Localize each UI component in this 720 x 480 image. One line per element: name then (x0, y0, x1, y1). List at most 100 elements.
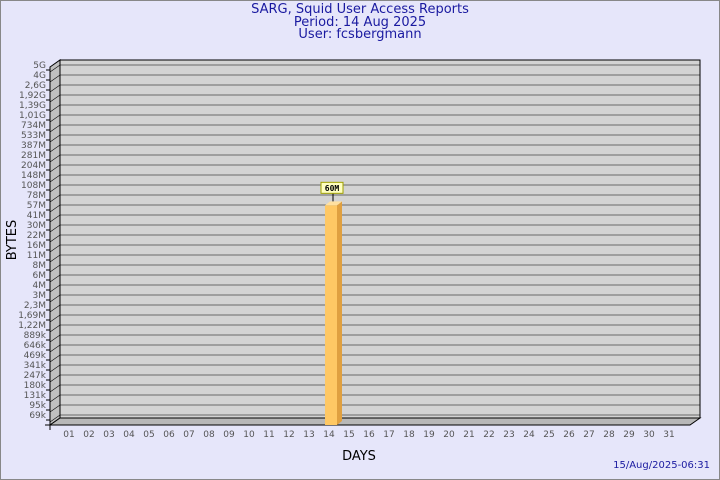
x-tick-label: 07 (183, 430, 194, 440)
x-tick-label: 03 (103, 430, 114, 440)
grid-line (49, 384, 700, 393)
x-tick-label: 11 (263, 430, 274, 440)
grid-line (49, 364, 700, 373)
y-tick-label: 4G (33, 71, 46, 81)
grid-line (49, 404, 700, 413)
y-tick-label: 1,69M (18, 311, 46, 321)
x-tick-label: 28 (603, 430, 615, 440)
grid-line (49, 84, 700, 93)
grid-line (49, 274, 700, 283)
grid-line (49, 134, 700, 143)
y-tick-label: 341k (24, 361, 47, 371)
y-tick-label: 6M (33, 271, 47, 281)
grid-line (49, 114, 700, 123)
x-axis-label: DAYS (342, 449, 376, 464)
grid-line (49, 264, 700, 273)
x-tick-label: 21 (463, 430, 474, 440)
x-tick-label: 01 (63, 430, 74, 440)
x-tick-label: 27 (583, 430, 594, 440)
y-tick-label: 8M (33, 261, 47, 271)
y-tick-label: 69k (29, 411, 46, 421)
x-tick-label: 29 (623, 430, 635, 440)
grid-line (49, 354, 700, 363)
bar-day-14 (325, 205, 337, 425)
y-tick-label: 131k (24, 391, 47, 401)
grid-line (49, 304, 700, 313)
grid-line (49, 334, 700, 343)
y-axis-label: BYTES (5, 220, 20, 261)
grid-line (49, 94, 700, 103)
y-tick-label: 889k (24, 331, 47, 341)
grid-line (49, 74, 700, 83)
x-tick-label: 18 (403, 430, 415, 440)
x-tick-label: 02 (83, 430, 94, 440)
grid-line (49, 394, 700, 403)
grid-line (49, 414, 700, 423)
grid-line (49, 224, 700, 233)
x-tick-label: 04 (123, 430, 135, 440)
plot-back-wall (59, 59, 701, 419)
grid-line (49, 184, 700, 193)
x-tick-label: 15 (343, 430, 354, 440)
y-tick-label: 95k (29, 401, 46, 411)
bar-label-box (320, 181, 344, 194)
y-tick-label: 16M (27, 241, 46, 251)
grid-line (49, 194, 700, 203)
x-tick-label: 16 (363, 430, 375, 440)
grid-line (49, 104, 700, 113)
y-tick-label: 3M (33, 291, 47, 301)
x-tick-label: 08 (203, 430, 215, 440)
grid-line (49, 124, 700, 133)
grid-line (49, 154, 700, 163)
y-tick-label: 2,3M (24, 301, 46, 311)
grid-line (49, 234, 700, 243)
y-tick-label: 1,39G (19, 101, 46, 111)
grid-line (49, 284, 700, 293)
grid-line (49, 244, 700, 253)
x-tick-label: 26 (563, 430, 575, 440)
chart-title: SARG, Squid User Access Reports (251, 2, 469, 17)
y-tick-label: 148M (21, 171, 46, 181)
x-tick-label: 23 (503, 430, 514, 440)
x-tick-label: 10 (243, 430, 255, 440)
chart-period: Period: 14 Aug 2025 (293, 15, 427, 30)
y-tick-label: 387M (21, 141, 46, 151)
y-tick-label: 2,6G (25, 81, 46, 91)
timestamp: 15/Aug/2025-06:31 (613, 460, 710, 471)
y-tick-label: 533M (21, 131, 46, 141)
plot-left-wall (49, 59, 61, 426)
y-tick-label: 57M (27, 201, 46, 211)
bar-value-label: 60M (325, 184, 340, 193)
bar-top (325, 201, 342, 206)
grid-line (49, 294, 700, 303)
grid-line (49, 64, 700, 73)
grid-line (49, 374, 700, 383)
y-tick-label: 5G (33, 61, 46, 71)
x-tick-label: 14 (323, 430, 335, 440)
x-tick-label: 13 (303, 430, 314, 440)
y-tick-label: 78M (27, 191, 46, 201)
y-tick-label: 22M (27, 231, 46, 241)
grid-line (49, 144, 700, 153)
x-tick-label: 19 (423, 430, 435, 440)
x-tick-label: 24 (523, 430, 535, 440)
y-tick-label: 1,92G (19, 91, 46, 101)
y-tick-label: 646k (24, 341, 47, 351)
y-tick-label: 1,22M (18, 321, 46, 331)
x-tick-label: 06 (163, 430, 175, 440)
y-tick-label: 469k (24, 351, 47, 361)
x-tick-label: 05 (143, 430, 154, 440)
y-tick-label: 30M (27, 221, 46, 231)
x-tick-label: 25 (543, 430, 554, 440)
x-tick-label: 20 (443, 430, 455, 440)
y-tick-label: 11M (27, 251, 46, 261)
grid-line (49, 344, 700, 353)
grid-line (49, 204, 700, 213)
grid-line (49, 214, 700, 223)
grid-line (49, 174, 700, 183)
grid-line (49, 254, 700, 263)
x-tick-label: 22 (483, 430, 494, 440)
y-tick-label: 204M (21, 161, 46, 171)
grid-line (49, 164, 700, 173)
